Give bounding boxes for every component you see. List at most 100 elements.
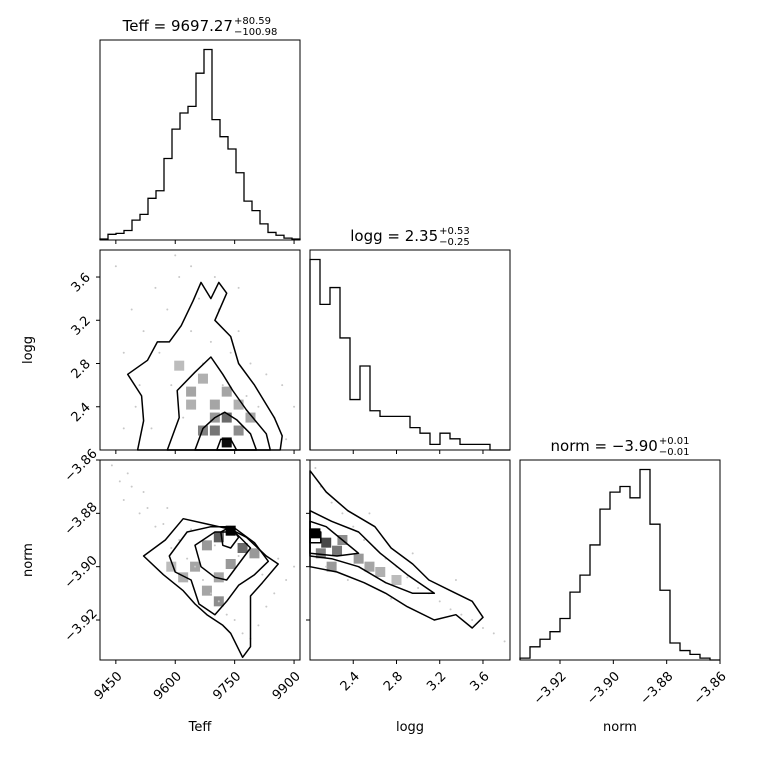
scatter-point	[241, 632, 244, 635]
contour-line	[309, 509, 436, 595]
density-cell	[201, 585, 212, 596]
x-tick-label: 3.2	[424, 669, 449, 694]
x-tick-label: 9450	[92, 669, 126, 703]
title-Teff: Teff = 9697.27 +80.59−100.98	[122, 16, 278, 38]
scatter-point	[492, 632, 495, 635]
scatter-point	[190, 528, 193, 531]
scatter-point	[209, 340, 212, 343]
scatter-point	[158, 351, 161, 354]
density-cell	[221, 437, 232, 448]
x-tick-label: 9900	[270, 669, 304, 703]
title-upper-error: +80.59	[234, 16, 271, 27]
y-tick-label: −3.88	[62, 500, 101, 539]
scatter-point	[237, 330, 240, 333]
histogram-norm	[519, 468, 720, 661]
density-cell	[166, 561, 177, 572]
scatter-point	[293, 405, 296, 408]
scatter-point	[138, 512, 141, 515]
axes-layer: 9450 9600 9750 9900 Teff 2.4 2.8 3.2 3.6 logg −3.9…	[21, 16, 730, 735]
scatter-point	[257, 405, 260, 408]
y-tick-label: 3.2	[69, 313, 94, 338]
scatter-point	[122, 499, 125, 501]
panel-frame	[309, 459, 511, 661]
scatter-point	[118, 480, 121, 483]
x-axis-label: logg	[396, 720, 424, 735]
scatter-point	[134, 405, 137, 408]
x-tick-label: −3.88	[638, 669, 677, 708]
y-axis-label: logg	[21, 336, 36, 364]
scatter-point	[368, 512, 371, 515]
scatter-point	[182, 416, 185, 419]
scatter-point	[346, 579, 349, 581]
density-cell	[213, 572, 224, 583]
contours-layer	[126, 281, 484, 659]
scatter-point	[174, 254, 177, 257]
density-cell	[225, 559, 236, 569]
scatter-point	[126, 472, 129, 475]
title-logg: logg = 2.35 +0.53−0.25	[350, 226, 470, 248]
title-lower-error: −0.01	[659, 447, 690, 458]
scatter-point	[186, 557, 189, 560]
x-tick-label: 9600	[151, 669, 185, 703]
scatter-point	[417, 587, 420, 589]
density-cell	[221, 386, 232, 397]
scatter-point	[154, 525, 157, 528]
x-tick-label: −3.86	[691, 669, 730, 708]
scatter-point	[194, 565, 197, 568]
x-tick-label: 2.4	[338, 669, 363, 694]
contour-line	[168, 525, 270, 616]
x-tick-label: 2.8	[381, 669, 406, 694]
scatter-point	[330, 501, 333, 504]
contour-line	[142, 517, 279, 659]
scatter-point	[363, 539, 366, 541]
density-cell	[209, 425, 220, 436]
density-cell	[245, 412, 256, 423]
scatter-point	[341, 512, 344, 515]
scatter-point	[170, 547, 173, 549]
x-tick-label: 3.6	[467, 669, 492, 694]
density-cell	[237, 543, 248, 553]
scatter-point	[411, 552, 414, 555]
contour-line	[126, 281, 283, 451]
y-axis-label: norm	[21, 543, 36, 577]
title-text: norm = −3.90	[551, 437, 658, 455]
density-cell	[310, 528, 321, 539]
scatter-point	[114, 265, 117, 268]
density-cell	[375, 567, 386, 577]
panel-frame	[99, 249, 301, 451]
scatter-point	[460, 613, 463, 616]
scatter-point	[166, 507, 169, 509]
scatter-point	[352, 525, 355, 528]
density-cell	[391, 575, 402, 585]
density-cells-layer	[166, 360, 402, 607]
density-cell	[353, 553, 364, 564]
x-axis-label: norm	[603, 720, 637, 735]
scatter-point	[285, 579, 288, 581]
scatter-point	[154, 286, 157, 289]
scatter-point	[209, 592, 212, 595]
scatter-point	[190, 330, 193, 333]
panel-frame	[99, 39, 301, 241]
scatter-point	[454, 579, 457, 581]
density-cell	[332, 545, 343, 556]
scatter-point	[225, 613, 228, 616]
scatter-point	[285, 438, 288, 441]
scatter-point	[471, 619, 474, 621]
density-cell	[315, 548, 326, 559]
title-lower-error: −100.98	[234, 27, 277, 38]
scatter-point	[142, 491, 145, 493]
scatter-point	[198, 297, 201, 300]
density-cell	[326, 561, 337, 572]
scatter-point	[166, 308, 169, 311]
histogram-Teff	[99, 48, 301, 240]
scatter-point	[314, 467, 317, 469]
scatter-point	[110, 464, 113, 467]
y-tick-label: −3.92	[62, 606, 101, 645]
density-cell	[221, 412, 232, 423]
scatter-point	[213, 276, 216, 279]
scatter-point	[237, 555, 240, 557]
contour-line	[309, 469, 484, 629]
scatter-point	[229, 351, 232, 354]
scatter-point	[293, 565, 296, 568]
scatter-point	[406, 576, 409, 579]
